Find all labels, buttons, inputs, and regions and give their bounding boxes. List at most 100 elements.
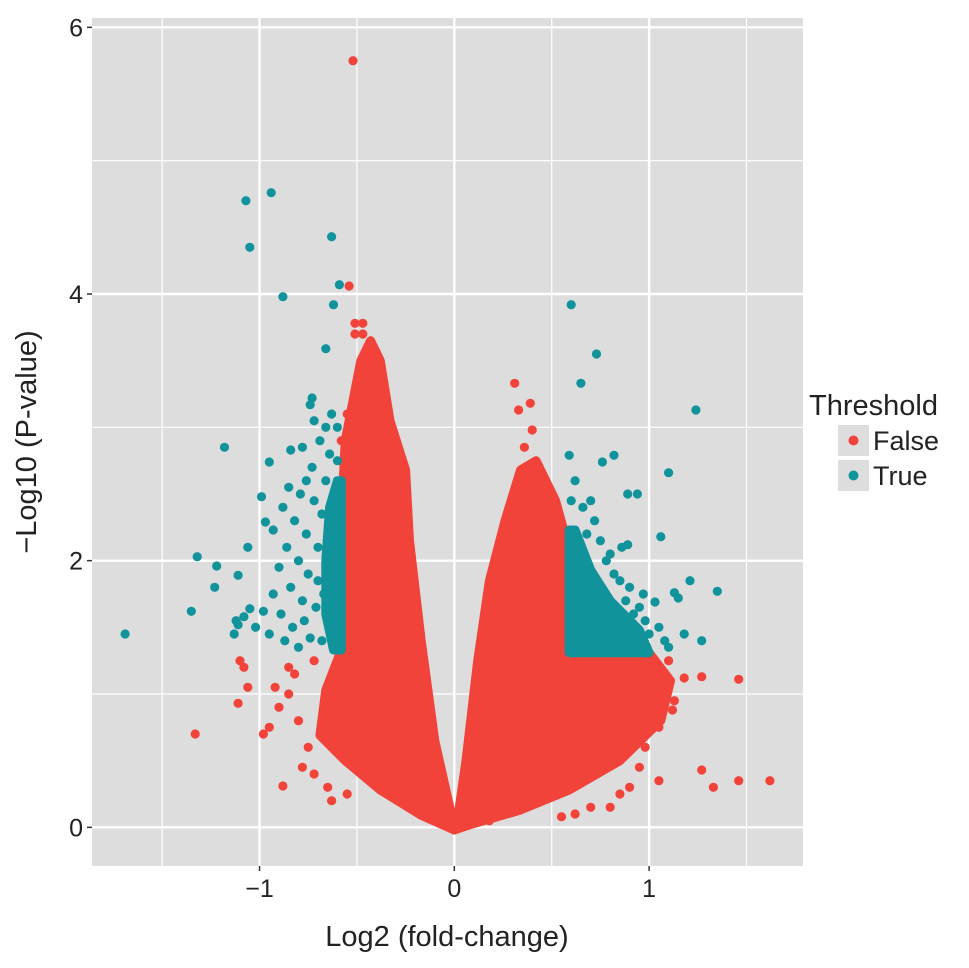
data-point-true xyxy=(319,589,329,599)
data-point-true xyxy=(241,196,251,206)
data-point-true xyxy=(321,422,331,432)
data-point-false xyxy=(303,742,313,752)
data-point-false xyxy=(679,673,689,683)
legend-title: Threshold xyxy=(809,390,938,422)
data-point-false xyxy=(654,722,664,732)
data-point-true xyxy=(245,242,255,252)
data-point-true xyxy=(120,629,130,639)
data-point-true xyxy=(278,502,288,512)
data-point-true xyxy=(313,576,323,586)
data-point-true xyxy=(650,597,660,607)
data-point-true xyxy=(284,482,294,492)
data-point-false xyxy=(278,781,288,791)
data-point-true xyxy=(231,616,241,626)
data-point-true xyxy=(212,561,222,571)
data-point-true xyxy=(332,422,342,432)
data-point-true xyxy=(286,582,296,592)
data-point-true xyxy=(309,416,319,426)
data-point-true xyxy=(644,629,654,639)
data-point-true xyxy=(311,602,321,612)
data-point-true xyxy=(293,556,304,566)
data-point-true xyxy=(210,582,220,592)
data-point-true xyxy=(332,596,342,606)
data-point-true xyxy=(566,300,576,310)
legend-label-true: True xyxy=(873,461,928,491)
y-tick-label: 0 xyxy=(69,814,83,842)
data-point-false xyxy=(697,765,707,775)
data-point-false xyxy=(239,662,249,672)
legend-label-false: False xyxy=(873,426,939,456)
data-point-false xyxy=(352,422,362,432)
data-point-true xyxy=(313,542,323,552)
x-tick-label: 0 xyxy=(447,875,461,903)
legend: Threshold False True xyxy=(809,390,939,491)
data-point-false xyxy=(765,776,775,786)
data-point-true xyxy=(309,496,319,506)
data-point-true xyxy=(293,642,304,652)
data-point-false xyxy=(297,762,307,772)
data-point-true xyxy=(323,536,333,546)
data-point-true xyxy=(303,569,313,579)
data-point-true xyxy=(601,556,611,566)
data-point-false xyxy=(258,729,268,739)
data-point-true xyxy=(712,586,722,596)
data-point-false xyxy=(354,376,364,386)
data-point-false xyxy=(708,782,719,792)
data-point-false xyxy=(648,662,658,672)
data-point-true xyxy=(297,442,307,452)
data-point-true xyxy=(334,280,344,290)
data-point-true xyxy=(566,496,576,506)
data-point-true xyxy=(321,344,331,354)
x-axis-title: Log2 (fold-change) xyxy=(325,921,568,953)
data-point-true xyxy=(328,300,339,310)
legend-marker-true xyxy=(848,470,859,481)
data-point-true xyxy=(625,582,635,592)
data-marks xyxy=(120,56,775,835)
x-tick-label: 1 xyxy=(642,875,656,903)
data-point-true xyxy=(327,409,337,419)
data-point-true xyxy=(290,516,300,526)
data-point-false xyxy=(484,816,494,826)
dense-points-false xyxy=(315,336,459,835)
data-point-false xyxy=(342,409,352,419)
data-point-true xyxy=(325,622,335,632)
data-point-true xyxy=(268,525,278,535)
data-point-true xyxy=(264,629,274,639)
data-point-false xyxy=(667,705,678,715)
data-point-true xyxy=(634,602,645,612)
data-point-true xyxy=(258,606,268,616)
data-point-false xyxy=(264,722,274,732)
y-axis-title: −Log10 (P-value) xyxy=(11,330,43,553)
data-point-true xyxy=(307,393,317,403)
data-point-false xyxy=(734,776,744,786)
data-point-false xyxy=(362,362,372,372)
data-point-false xyxy=(309,656,319,666)
data-point-true xyxy=(282,542,292,552)
data-point-false xyxy=(358,329,368,339)
data-point-true xyxy=(276,609,286,619)
y-tick-label: 6 xyxy=(69,14,83,42)
data-point-true xyxy=(256,492,267,502)
data-point-true xyxy=(260,517,270,527)
data-point-true xyxy=(192,552,202,562)
data-point-true xyxy=(278,292,288,302)
data-point-true xyxy=(305,633,315,643)
data-point-false xyxy=(350,329,360,339)
data-point-false xyxy=(519,442,530,452)
data-point-true xyxy=(586,496,596,506)
data-point-false xyxy=(348,56,358,66)
dense-points-true xyxy=(564,525,654,658)
y-tick-label: 4 xyxy=(69,281,83,309)
data-point-false xyxy=(309,769,319,779)
data-point-false xyxy=(342,789,352,799)
data-point-false xyxy=(284,662,294,672)
data-point-true xyxy=(595,536,606,546)
data-point-true xyxy=(315,436,325,446)
data-point-false xyxy=(634,762,645,772)
data-point-false xyxy=(293,716,304,726)
data-point-false xyxy=(379,396,389,406)
data-point-true xyxy=(264,457,274,467)
data-point-false xyxy=(510,378,520,388)
data-point-true xyxy=(239,612,249,622)
